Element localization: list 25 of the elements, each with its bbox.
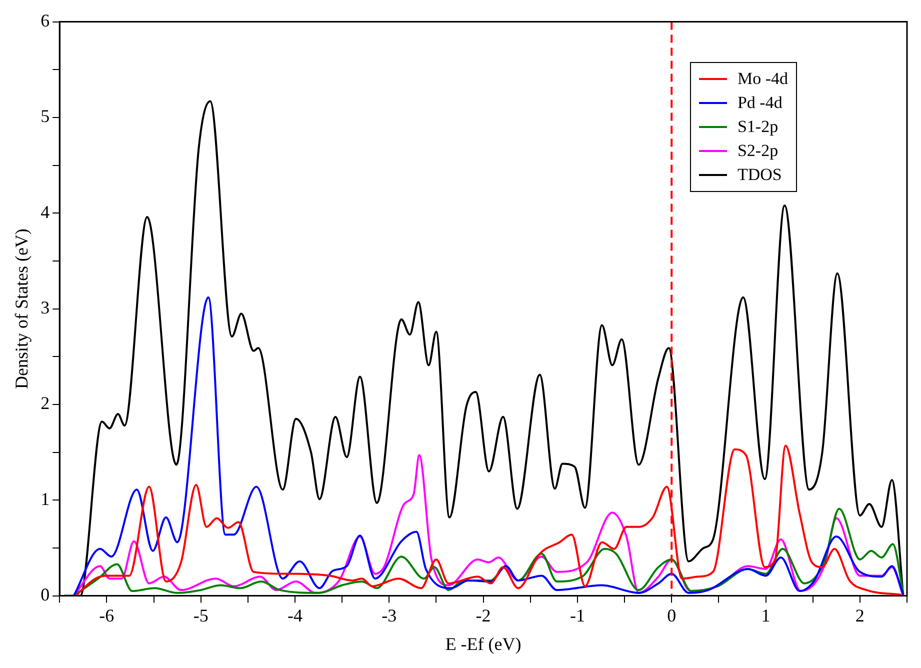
y-axis-title: Density of States (eV) — [12, 228, 32, 390]
legend-label: Pd -4d — [737, 92, 782, 114]
x-tick-label: -5 — [193, 605, 208, 626]
legend-label: S2-2p — [737, 140, 778, 162]
legend-label: Mo -4d — [737, 68, 788, 90]
x-tick-label: -2 — [476, 605, 491, 626]
x-tick-label: -6 — [99, 605, 114, 626]
x-tick-label: -1 — [570, 605, 585, 626]
y-tick-label: 1 — [40, 488, 50, 509]
x-axis-title: E -Ef (eV) — [445, 634, 522, 654]
y-tick-label: 2 — [40, 393, 50, 414]
x-tick-label: 2 — [855, 605, 864, 626]
y-tick-label: 5 — [40, 106, 50, 126]
line-series — [72, 508, 904, 596]
y-tick-label: 3 — [40, 298, 50, 318]
y-tick-label: 4 — [40, 202, 50, 222]
x-tick-label: 0 — [667, 605, 676, 626]
x-tick-label: -4 — [287, 605, 302, 626]
y-tick-label: 0 — [40, 584, 50, 605]
x-tick-label: -3 — [382, 605, 397, 626]
x-tick-label: 1 — [761, 605, 770, 626]
legend-label: TDOS — [737, 164, 782, 186]
legend-label: S1-2p — [737, 116, 778, 138]
line-series — [72, 296, 904, 596]
y-tick-label: 6 — [40, 10, 50, 31]
